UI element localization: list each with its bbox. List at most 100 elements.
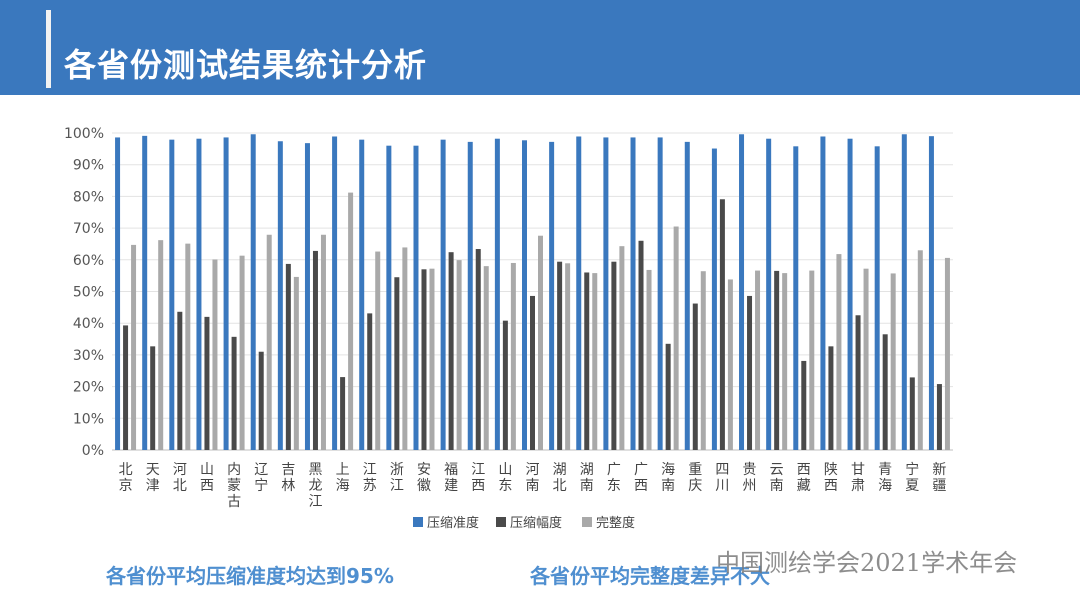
bar-2	[231, 336, 237, 450]
bar-2	[177, 311, 183, 450]
legend-label: 压缩幅度	[510, 515, 562, 531]
x-tick-label: 山西	[200, 462, 214, 494]
conference-watermark: 中国测绘学会2021学术年会	[716, 549, 1018, 577]
bar-2	[367, 313, 373, 450]
x-tick-label: 山东	[498, 462, 512, 494]
bar-3	[483, 266, 489, 450]
y-tick-label: 0%	[82, 443, 104, 459]
bar-3	[727, 279, 733, 450]
bar-1	[874, 146, 880, 450]
bar-1	[739, 134, 745, 450]
y-tick-label: 70%	[73, 221, 104, 237]
bar-2	[123, 325, 129, 450]
bar-2	[801, 360, 807, 450]
bar-2	[882, 334, 888, 450]
bar-3	[212, 259, 218, 450]
bar-1	[657, 137, 663, 451]
bar-3	[510, 262, 516, 450]
bar-1	[847, 138, 853, 450]
bar-1	[386, 145, 392, 450]
bar-1	[169, 139, 175, 451]
bar-1	[630, 137, 636, 451]
bar-2	[855, 315, 861, 450]
x-tick-label: 天津	[146, 462, 160, 494]
y-tick-label: 80%	[73, 189, 104, 205]
bar-3	[917, 250, 923, 450]
x-tick-label: 河北	[173, 462, 187, 494]
bar-1	[766, 138, 772, 450]
bar-3	[348, 192, 354, 450]
bar-3	[836, 254, 842, 450]
x-tick-label: 江苏	[363, 462, 377, 494]
bar-2	[421, 269, 427, 450]
bar-2	[909, 377, 915, 450]
bar-2	[665, 343, 671, 450]
bar-3	[375, 251, 381, 450]
bar-chart: 0% 10% 20% 30% 40% 50% 60% 70% 80% 90% 100% 北京 天津 河北山…	[0, 95, 1080, 545]
x-tick-label: 上海	[336, 462, 350, 494]
chart-svg: 0%10%20%30%40%50%60%70%80%90%100%北京天津河北山…	[64, 126, 953, 531]
x-tick-label: 重庆	[688, 462, 702, 494]
bar-1	[196, 138, 202, 450]
bar-1	[467, 141, 473, 450]
legend-swatch	[582, 517, 592, 527]
y-tick-label: 50%	[73, 285, 104, 301]
conclusion-accuracy: 各省份平均压缩准度均达到95%	[106, 564, 394, 588]
x-tick-label: 安徽	[417, 462, 431, 494]
bar-2	[747, 295, 753, 450]
bar-3	[266, 234, 272, 450]
bar-1	[413, 145, 419, 450]
bar-3	[646, 269, 652, 450]
bar-1	[142, 135, 148, 450]
bar-3	[619, 246, 625, 450]
legend-label: 完整度	[596, 515, 635, 531]
x-tick-label: 宁夏	[905, 461, 919, 494]
bar-2	[285, 263, 291, 450]
bar-1	[332, 136, 338, 450]
x-tick-label: 青海	[878, 462, 892, 494]
bar-2	[502, 320, 508, 450]
bar-3	[456, 260, 462, 450]
bar-3	[565, 263, 571, 450]
x-tick-label: 浙江	[390, 462, 404, 494]
x-tick-label: 西藏	[797, 462, 811, 494]
conclusion-completeness: 各省份平均完整度差异不大	[530, 564, 770, 588]
x-tick-label: 新疆	[932, 462, 946, 494]
title-banner: 各省份测试结果统计分析	[0, 0, 1080, 95]
bar-2	[828, 346, 834, 450]
x-tick-label: 河南	[526, 462, 540, 494]
x-tick-label: 内蒙古	[227, 462, 241, 510]
bar-1	[711, 148, 717, 450]
y-tick-label: 40%	[73, 316, 104, 332]
bar-1	[576, 136, 582, 450]
bar-1	[901, 134, 907, 450]
bar-2	[557, 261, 563, 450]
x-tick-label: 陕西	[824, 462, 838, 494]
bar-2	[448, 252, 454, 450]
x-tick-label: 贵州	[743, 462, 757, 494]
bar-1	[304, 143, 310, 451]
x-tick-label: 甘肃	[851, 462, 865, 494]
bar-1	[359, 139, 365, 451]
bar-3	[755, 270, 761, 450]
y-tick-label: 20%	[73, 380, 104, 396]
bar-2	[692, 303, 698, 450]
bar-2	[475, 249, 481, 450]
bar-1	[223, 137, 229, 451]
bar-3	[185, 243, 191, 450]
bar-3	[158, 240, 164, 450]
x-tick-label: 湖北	[553, 462, 567, 494]
bar-2	[638, 240, 644, 450]
bar-3	[402, 247, 408, 450]
y-tick-label: 90%	[73, 158, 104, 174]
x-tick-label: 海南	[661, 462, 675, 494]
bar-2	[611, 261, 617, 450]
x-tick-label: 湖南	[580, 462, 594, 494]
bar-1	[522, 140, 527, 450]
bar-3	[293, 276, 299, 450]
legend-label: 压缩准度	[427, 515, 479, 531]
bar-3	[239, 255, 245, 450]
bar-2	[312, 250, 318, 450]
x-tick-label: 黑龙江	[308, 462, 322, 510]
y-tick-label: 100%	[64, 126, 104, 142]
